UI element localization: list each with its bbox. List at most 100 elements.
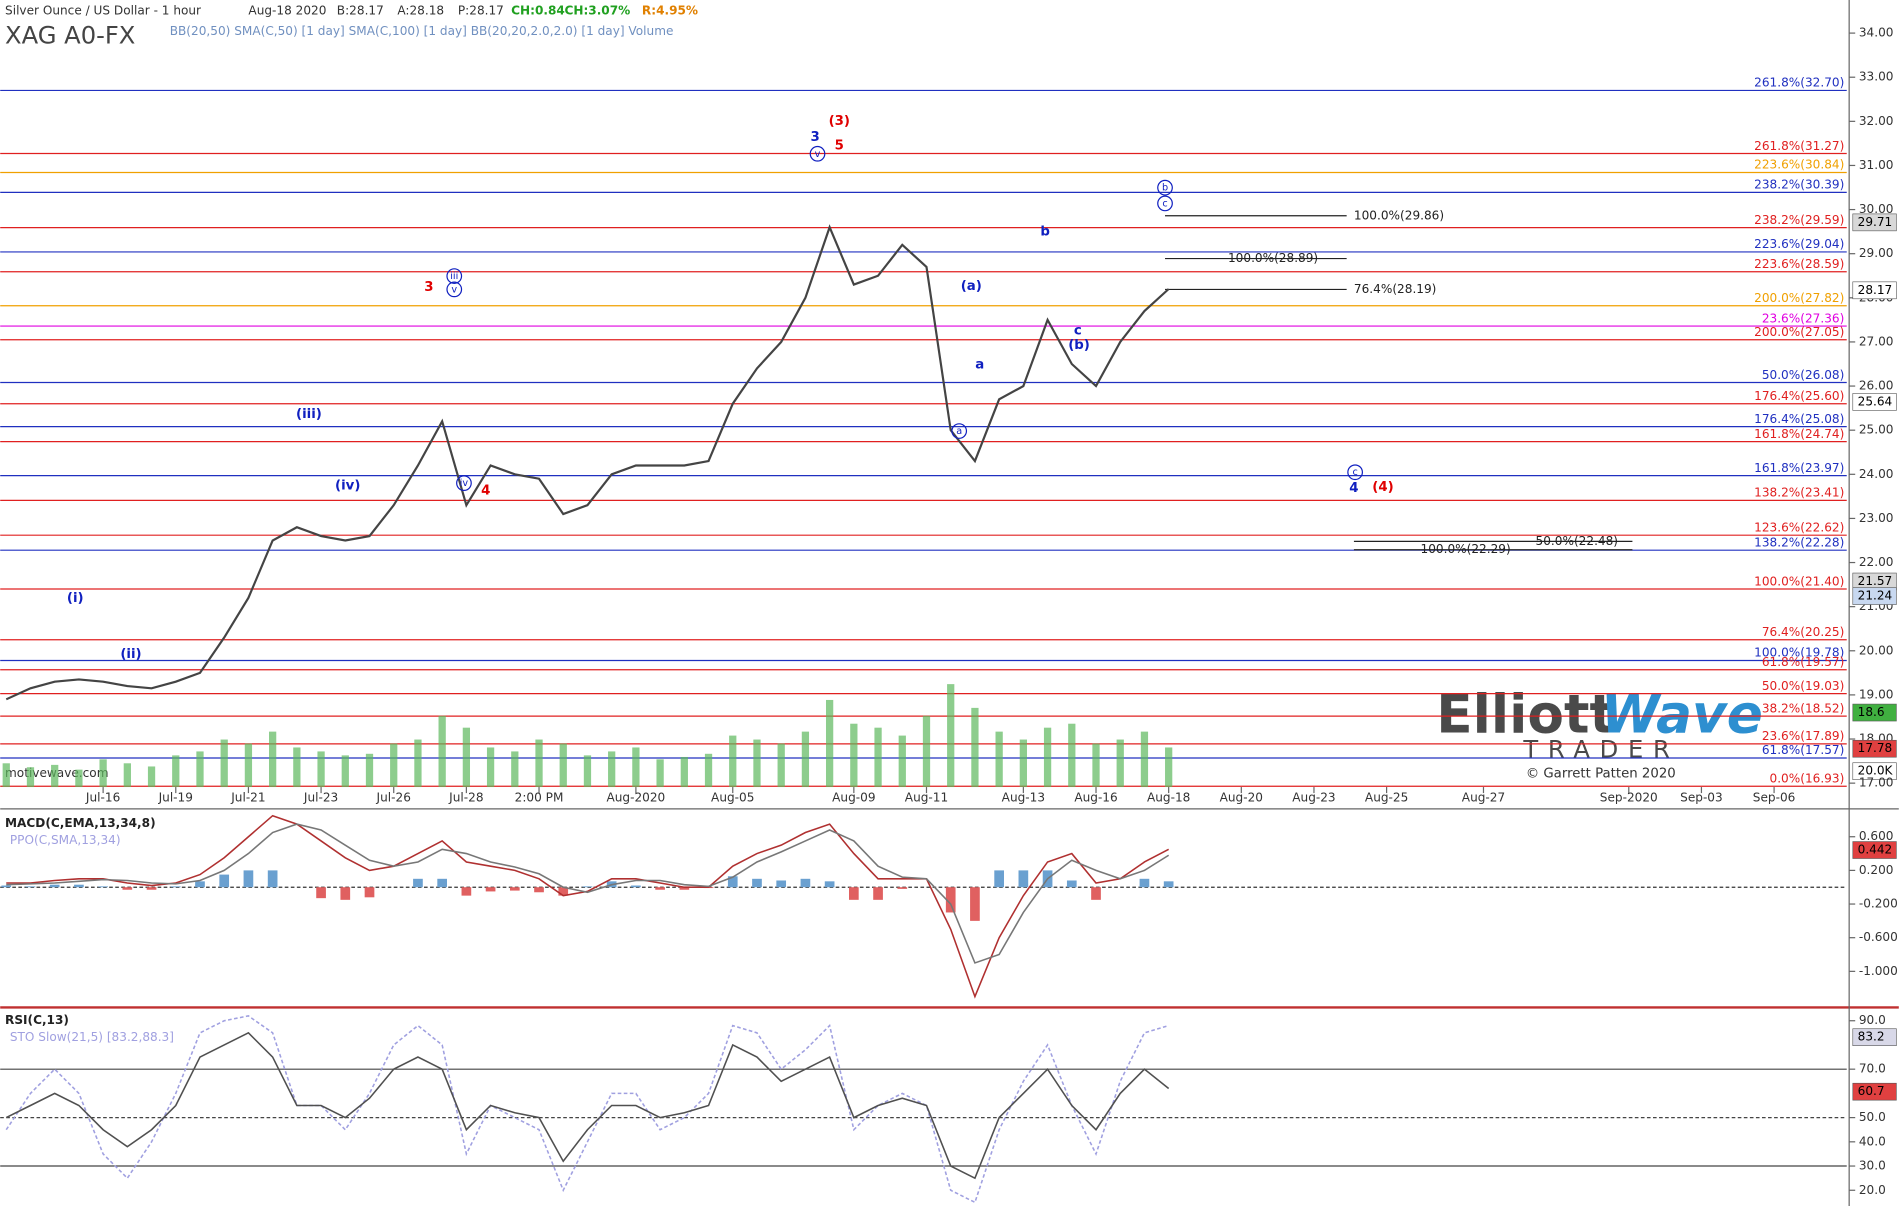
price-marker-label: 21.57 [1858,574,1893,588]
wave-label: 4 [1349,481,1358,496]
y-tick-label: 30.00 [1859,202,1894,216]
fib-level-label: 38.2%(18.52) [1762,701,1844,715]
histogram-bar [897,887,908,889]
projection-label: 50.0%(22.48) [1536,534,1618,548]
logo-word: TRADER [1522,736,1679,764]
volume-bar [1116,739,1124,788]
price-marker-label: 29.71 [1858,215,1893,229]
x-tick-label: Aug-18 [1147,790,1190,804]
y-tick-label: 24.00 [1859,467,1894,481]
fib-level-label: 138.2%(22.28) [1754,535,1844,549]
price-marker [1852,393,1897,411]
fib-level-label: 100.0%(21.40) [1754,574,1844,588]
price-marker-label: 0.442 [1858,843,1893,857]
y-tick-label: 17.00 [1859,776,1894,790]
wave-label: v [451,284,457,295]
histogram-bar [849,887,859,900]
volume-bar [898,735,906,788]
y-tick-label: 30.0 [1859,1159,1886,1173]
x-tick-label: Aug-2020 [607,790,666,804]
histogram-bar [631,885,641,888]
y-tick-label: 31.00 [1859,158,1894,172]
volume-bar [753,739,761,788]
volume-bar [462,727,471,788]
projection-label: 100.0%(28.89) [1228,251,1318,265]
volume-bar [777,743,785,788]
price-marker-label: 25.64 [1858,394,1893,408]
x-tick-label: Jul-23 [303,790,338,804]
wave-label: (4) [1372,480,1393,495]
histogram-bar [994,870,1004,888]
price: P:28.17 [458,3,504,17]
x-tick-label: Aug-25 [1365,790,1408,804]
histogram-bar [1066,880,1077,888]
price-marker [1852,1028,1897,1046]
histogram-bar [873,887,883,900]
volume-bar [244,743,253,788]
volume-bar [971,707,979,788]
fib-level-label: 223.6%(28.59) [1754,257,1844,271]
fib-level-label: 176.4%(25.60) [1754,389,1844,403]
range: R:4.95% [642,3,698,17]
fib-level-label: 161.8%(24.74) [1754,427,1844,441]
histogram-bar [824,881,835,888]
series-line [5,224,1170,701]
histogram-bar [25,886,36,888]
y-tick-label: 26.00 [1859,379,1894,393]
volume-bar [1140,731,1149,788]
wave-label: (3) [829,114,850,129]
fib-level-label: 0.0%(16.93) [1770,771,1845,785]
price-marker [1852,281,1897,300]
histogram-bar [195,881,205,888]
histogram-bar [413,878,423,888]
wave-label: c [1074,324,1082,339]
histogram-bar [945,887,956,913]
wave-label: 3 [424,280,433,295]
studies: BB(20,50) SMA(C,50) [1 day] SMA(C,100) [… [170,24,674,38]
histogram-bar [74,884,84,888]
series-line [5,1031,1170,1180]
histogram-bar [800,878,811,888]
y-tick-label: 0.200 [1859,863,1894,877]
panel-title: RSI(C,13) [5,1013,69,1027]
fib-level-label: 200.0%(27.82) [1754,291,1844,305]
volume-bar [317,751,325,788]
histogram-bar [364,887,375,898]
wave-circle [1347,464,1364,481]
histogram-bar [98,886,108,888]
volume-bar [26,767,35,788]
volume-bar [511,751,519,788]
series-line [5,1015,1169,1204]
fib-level-label: 23.6%(27.36) [1762,311,1844,325]
histogram-bar [1091,887,1101,900]
projection-label: 76.4%(28.19) [1354,282,1436,296]
series-line [6,814,1170,999]
panel-subtitle: STO Slow(21,5) [83.2,88.3] [10,1030,174,1044]
volume-bar [75,769,83,788]
volume-bar [947,684,955,788]
histogram-bar [582,886,593,888]
x-tick-label: Jul-16 [85,790,120,804]
wave-circle [1157,179,1173,196]
x-tick-label: Aug-13 [1002,790,1045,804]
volume-bar [535,739,543,788]
fib-level-label: 61.8%(19.57) [1762,655,1844,669]
price-marker [1852,703,1897,722]
panel-title: MACD(C,EMA,13,34,8) [5,816,156,830]
histogram-bar [752,878,762,888]
x-tick-label: Sep-06 [1753,790,1796,804]
volume-bar [123,763,131,788]
volume-bar [1092,743,1100,788]
histogram-bar [437,878,447,888]
histogram-bar [534,887,544,893]
price-marker-label: 83.2 [1858,1030,1885,1044]
wave-label: (iii) [296,407,322,422]
wave-label: v [815,149,821,160]
volume-bar [583,755,592,788]
volume-bar [99,759,107,788]
wave-circle [446,268,463,284]
volume-bar [1068,723,1076,788]
x-tick-label: Aug-23 [1292,790,1335,804]
y-tick-label: -0.200 [1859,897,1898,911]
volume-tick-label: 20.0K [1858,764,1894,778]
